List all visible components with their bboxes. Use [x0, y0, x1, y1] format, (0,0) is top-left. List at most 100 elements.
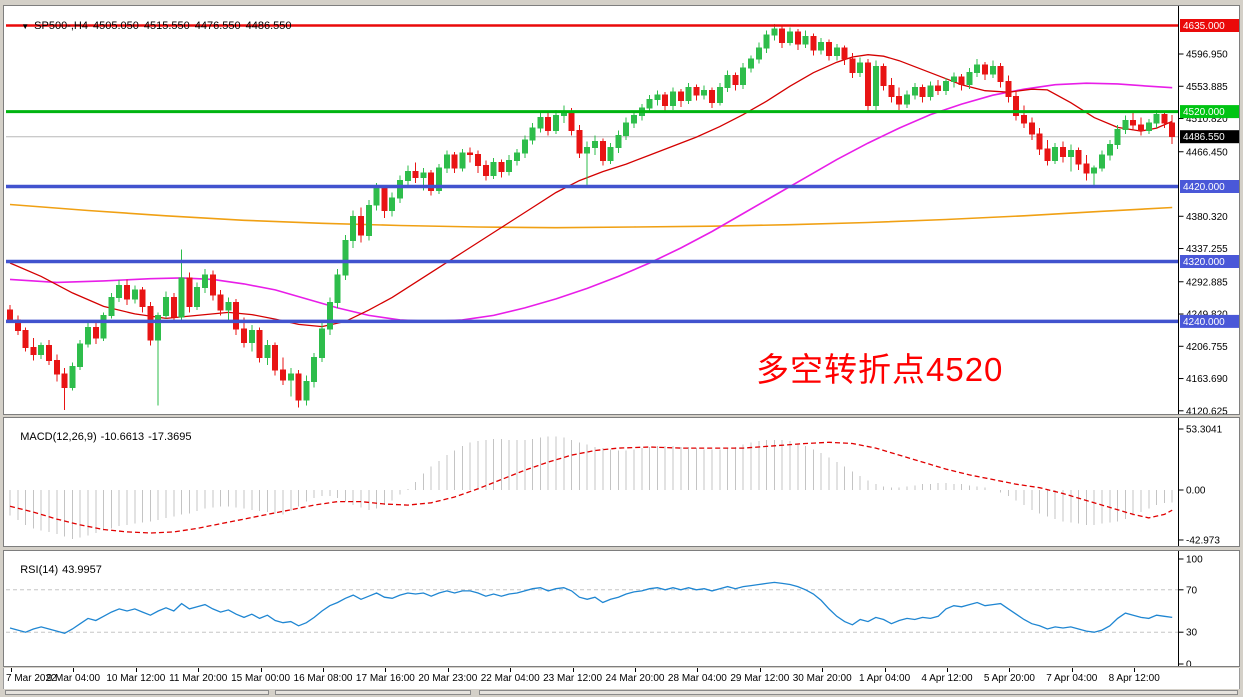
macd-panel[interactable]: 53.3041 0.00 -42.973 MACD(12,26,9) -10.6613…	[3, 417, 1240, 547]
date-tick	[635, 668, 636, 672]
candle-body	[389, 197, 396, 212]
candle-body	[1153, 114, 1160, 124]
candle-body	[896, 96, 903, 105]
candle-body	[802, 36, 809, 45]
candle-body	[911, 87, 918, 96]
candle-body	[568, 111, 575, 131]
candle-body	[865, 62, 871, 107]
price-tick-label: 4120.625	[1186, 406, 1228, 414]
macd-tick-label: -42.973	[1186, 536, 1220, 547]
date-label: 20 Mar 23:00	[418, 673, 478, 684]
date-tick	[822, 668, 824, 672]
candle-body	[950, 76, 957, 83]
rsi-line	[9, 581, 1173, 634]
price-chart-canvas[interactable]: 4596.950 4553.885 4510.820 4466.450 4380.320…	[4, 6, 1239, 414]
price-level-badge	[1180, 255, 1239, 268]
chart-dropdown-arrow[interactable]: ▼	[21, 22, 30, 31]
price-chart-panel[interactable]: 4596.950 4553.885 4510.820 4466.450 4380.320…	[3, 5, 1240, 415]
macd-canvas[interactable]: 53.3041 0.00 -42.973	[4, 418, 1239, 546]
candle-body	[163, 296, 169, 316]
candle-body	[451, 154, 458, 169]
date-label: 7 Apr 04:00	[1046, 673, 1098, 684]
rsi-canvas[interactable]: 100 70 30 0	[4, 551, 1239, 666]
price-level-badge-label: 4420.000	[1183, 182, 1225, 193]
candle-body	[787, 31, 793, 44]
price-level-badge-label: 4320.000	[1183, 257, 1225, 268]
candle-body	[225, 302, 232, 311]
candle-body	[319, 328, 325, 358]
candle-body	[1075, 150, 1082, 165]
macd-tick-label: 53.3041	[1186, 425, 1223, 436]
time-axis[interactable]: 7 Mar 2022 9 Mar 04:00 10 Mar 12:00 11 Mar …	[3, 668, 1240, 689]
price-tick-label: 4510.820	[1186, 114, 1228, 125]
candle-body	[241, 328, 247, 343]
date-label: 24 Mar 20:00	[605, 673, 665, 684]
candle-body	[459, 152, 466, 169]
ohlc-low: 4476.550	[194, 20, 241, 32]
candle-body	[1138, 124, 1144, 131]
candle-body	[826, 42, 832, 56]
candle-body	[919, 87, 926, 98]
candle-body	[623, 122, 630, 137]
price-tick-label: 4553.885	[1186, 82, 1228, 93]
candle-body	[334, 274, 341, 304]
candle-body	[61, 373, 68, 388]
candle-body	[584, 147, 591, 154]
candle-body	[654, 94, 661, 101]
date-tick	[1009, 668, 1011, 672]
candle-body	[794, 31, 801, 45]
candle-body	[116, 284, 123, 298]
candle-body	[755, 47, 762, 60]
rsi-panel[interactable]: 100 70 30 0 RSI(14) 43.9957	[3, 550, 1240, 667]
ohlc-close: 4486.550	[245, 20, 292, 32]
candle-body	[311, 356, 318, 382]
candle-body	[1067, 150, 1074, 158]
candle-body	[7, 309, 13, 321]
scrollbar-segment[interactable]	[5, 690, 269, 695]
candle-body	[46, 344, 52, 361]
candle-body	[599, 141, 606, 161]
candle-body	[100, 314, 107, 339]
candle-body	[904, 94, 910, 105]
candle-body	[1083, 163, 1090, 174]
candle-body	[631, 114, 637, 124]
candle-body	[709, 90, 715, 104]
candle-body	[170, 296, 177, 318]
candle-body	[147, 305, 154, 341]
candle-body	[693, 87, 700, 96]
candle-body	[1099, 154, 1105, 169]
candle-body	[771, 28, 778, 36]
candle-body	[194, 287, 201, 307]
scrollbar-segment[interactable]	[275, 690, 471, 695]
candle-body	[521, 139, 528, 154]
ma-fast-red-line	[9, 54, 1173, 328]
candle-body	[545, 117, 552, 131]
candle-body	[69, 365, 76, 388]
candle-body	[131, 289, 138, 300]
rsi-name: RSI(14)	[20, 564, 59, 576]
candle-body	[498, 162, 505, 173]
price-level-badge-label: 4635.000	[1183, 21, 1225, 32]
date-label: 8 Apr 12:00	[1108, 673, 1160, 684]
bottom-scrollbar[interactable]	[3, 690, 1240, 697]
candle-body	[1052, 147, 1059, 161]
candle-body	[841, 47, 848, 60]
candle-body	[373, 187, 380, 206]
date-tick	[884, 668, 886, 672]
candle-body	[779, 28, 786, 44]
price-level-badge	[1180, 105, 1239, 119]
candle-body	[529, 127, 536, 141]
candle-body	[350, 216, 357, 241]
candle-body	[615, 135, 622, 149]
date-tick	[759, 668, 761, 672]
candle-body	[966, 72, 973, 86]
candle-body	[1114, 129, 1121, 146]
rsi-tick-label: 30	[1186, 628, 1198, 639]
scrollbar-segment[interactable]	[479, 690, 1238, 695]
macd-main-value: -10.6613	[100, 431, 145, 443]
price-level-badge-label: 4240.000	[1183, 317, 1225, 328]
date-label: 17 Mar 16:00	[355, 673, 415, 684]
candle-body	[381, 187, 388, 211]
candle-body	[420, 172, 427, 179]
